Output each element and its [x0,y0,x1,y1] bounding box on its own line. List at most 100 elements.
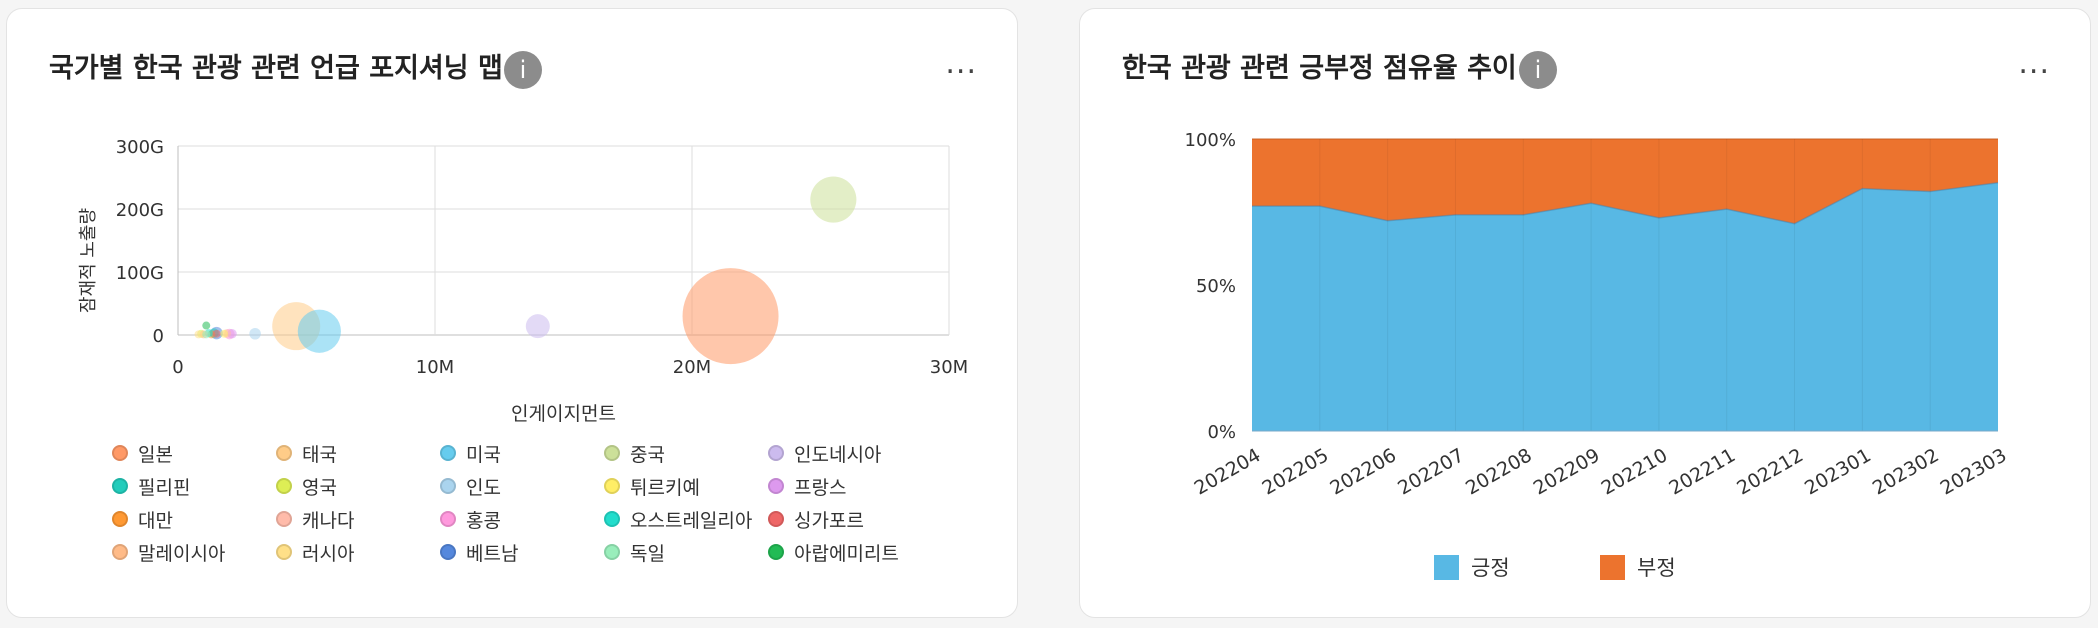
legend-marker [276,445,292,461]
legend-label: 필리핀 [138,476,191,499]
x-tick-label: 30M [930,357,968,378]
y-tick-label: 200G [116,200,164,221]
x-tick-label: 10M [416,357,454,378]
x-tick-label: 202301 [1801,444,1875,499]
legend-label: 대만 [138,509,173,532]
bubble-인도네시아 [525,314,550,339]
legend-item[interactable]: 미국 [440,441,501,466]
legend-item[interactable]: 러시아 [276,540,355,565]
x-tick-label: 202210 [1598,444,1672,499]
legend-item[interactable]: 영국 [276,474,337,499]
legend-marker [604,511,620,527]
legend-label: 캐나다 [302,509,355,532]
legend-marker [604,445,620,461]
legend-item[interactable]: 긍정 [1434,552,1510,582]
bubble-튀르키예 [220,329,229,338]
legend-item[interactable]: 일본 [112,441,173,466]
y-tick-label: 100% [1185,130,1236,151]
x-tick-label: 202212 [1733,444,1807,499]
bubble-독일 [202,330,211,339]
legend-marker [112,445,128,461]
legend-label: 말레이시아 [138,542,226,565]
legend-item[interactable]: 말레이시아 [112,540,226,565]
legend-marker [276,544,292,560]
legend-label: 오스트레일리아 [630,509,753,532]
legend-item[interactable]: 태국 [276,441,337,466]
legend-label: 독일 [630,542,665,565]
x-tick-label: 202211 [1665,444,1739,499]
legend-label: 러시아 [302,542,355,565]
y-axis-title: 잠재적 노출량 [78,208,99,313]
bubble-러시아 [194,330,203,339]
info-icon[interactable]: i [504,51,542,89]
legend-item[interactable]: 캐나다 [276,507,355,532]
legend-marker [112,478,128,494]
legend-label: 긍정 [1471,556,1510,580]
legend-item[interactable]: 프랑스 [768,474,846,499]
legend-marker [768,544,784,560]
legend-marker [604,478,620,494]
sentiment-trend-title: 한국 관광 관련 긍부정 점유율 추이 [1122,53,1517,84]
x-tick-label: 202209 [1530,444,1604,499]
legend-item[interactable]: 오스트레일리아 [604,507,753,532]
legend-item[interactable]: 아랍에미리트 [768,540,899,565]
legend-label: 아랍에미리트 [794,542,899,565]
legend-label: 중국 [630,443,665,466]
x-tick-label: 202207 [1394,444,1468,499]
more-options-icon[interactable]: ... [945,46,977,81]
x-tick-label: 202206 [1326,444,1400,499]
info-icon[interactable]: i [1519,51,1557,89]
y-tick-label: 50% [1196,276,1236,297]
legend-marker [1434,554,1459,580]
bubble-미국 [297,309,341,353]
legend-label: 싱가포르 [794,509,864,532]
legend-item[interactable]: 싱가포르 [768,507,864,532]
x-tick-label: 202302 [1869,444,1943,499]
legend-item[interactable]: 중국 [604,441,665,466]
legend-marker [440,478,456,494]
bubble-인도 [249,327,261,340]
legend-item[interactable]: 튀르키예 [604,474,700,499]
legend-item[interactable]: 인도 [440,474,501,499]
legend-marker [276,511,292,527]
legend-label: 인도 [466,476,501,499]
legend-item[interactable]: 홍콩 [440,507,501,532]
legend-item[interactable]: 인도네시아 [768,441,882,466]
y-tick-label: 100G [116,263,164,284]
legend-label: 부정 [1637,556,1676,580]
legend-label: 미국 [466,443,501,466]
legend-marker [768,445,784,461]
x-tick-label: 202205 [1259,444,1333,499]
legend-item[interactable]: 독일 [604,540,665,565]
bubble-아랍에미리트 [202,321,211,330]
legend-label: 홍콩 [466,509,501,532]
x-tick-label: 202303 [1937,444,2011,499]
positioning-map-card: 국가별 한국 관광 관련 언급 포지셔닝 맵 i ... 0 100G 200G 30… [6,8,1018,618]
legend-marker [604,544,620,560]
x-tick-label: 20M [673,357,711,378]
legend-marker [112,544,128,560]
legend-item[interactable]: 베트남 [440,540,518,565]
legend-label: 인도네시아 [794,443,882,466]
legend-marker [768,478,784,494]
legend-marker [768,511,784,527]
legend-item[interactable]: 대만 [112,507,173,532]
legend-marker [440,445,456,461]
bubble-싱가포르 [212,329,221,338]
boundary-line [1252,182,1999,225]
x-tick-label: 202204 [1191,444,1265,499]
legend-item[interactable]: 필리핀 [112,474,191,499]
legend-marker [440,511,456,527]
legend-item[interactable]: 부정 [1600,552,1676,582]
legend-marker [112,511,128,527]
legend-label: 일본 [138,443,173,466]
positioning-map-chart: 0 100G 200G 300G 0 10M 20M 30M 인게이지먼트 잠재적 노출량 [78,137,968,425]
y-tick-label: 300G [116,137,164,158]
bubble-중국 [810,176,857,223]
more-options-icon[interactable]: ... [2018,46,2050,81]
legend-label: 태국 [302,443,337,466]
y-tick-label: 0% [1207,422,1236,443]
legend-marker [1600,554,1625,580]
x-tick-label: 202208 [1462,444,1536,499]
bubble-일본 [682,268,779,365]
